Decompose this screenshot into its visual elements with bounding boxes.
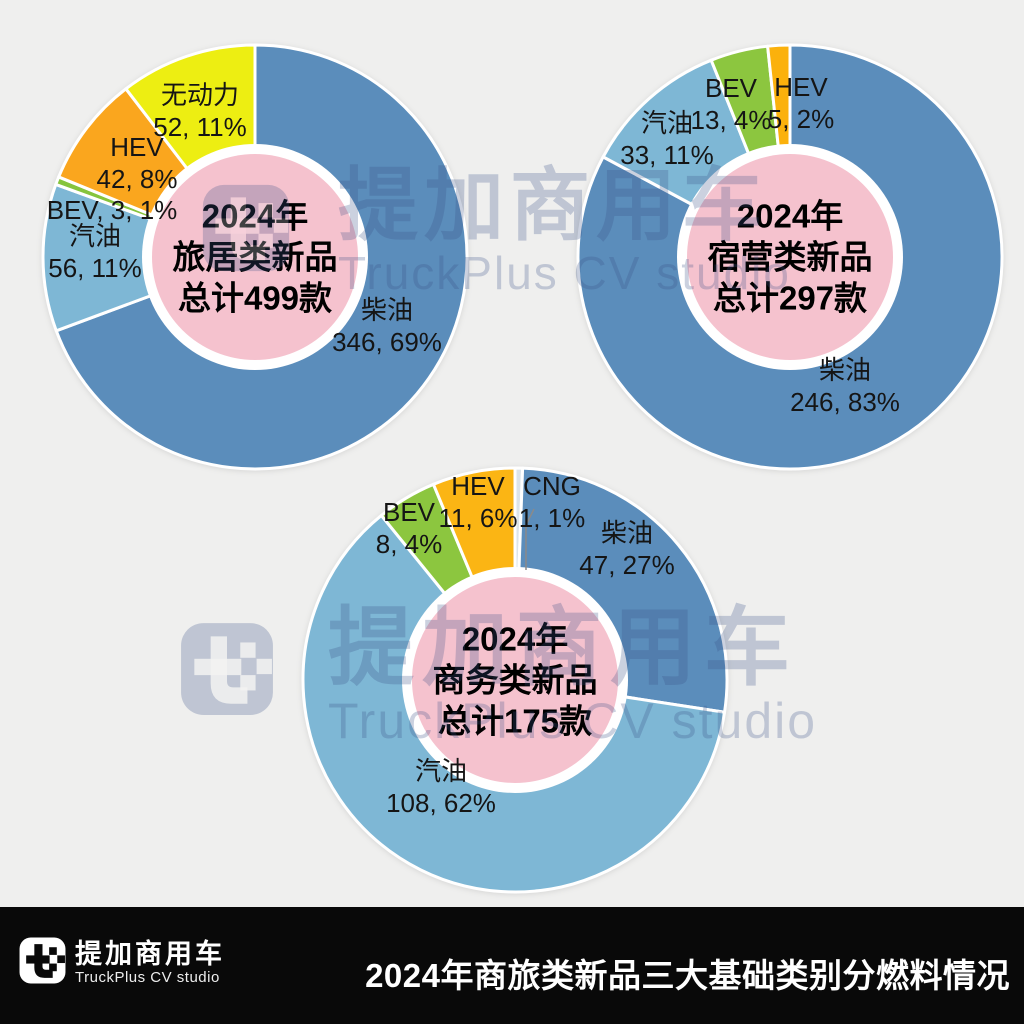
slice-label-BEV: BEV, 3, 1% xyxy=(47,194,178,226)
t-logo-glyph xyxy=(19,937,66,984)
donut-center-disc xyxy=(412,577,618,783)
slice-label-line: BEV xyxy=(382,497,436,527)
slice-label-柴油: 柴油 47, 27% xyxy=(579,517,674,581)
slice-label-line: CNG xyxy=(523,471,581,501)
center-title-line: 总计297款 xyxy=(712,279,868,317)
donut-chart-business: 2024年 商务类新品 总计175款 CNG 1, 1% 柴油 47, 27% 汽油 108, … xyxy=(298,463,732,897)
slice-label-汽油: 汽油 108, 62% xyxy=(386,755,496,819)
center-title-line: 总计175款 xyxy=(437,702,593,740)
donut-chart-camping: 2024年 宿营类新品 总计297款 柴油 246, 83% 汽油 33, 11% BEV 13… xyxy=(573,40,1007,474)
center-title-line: 2024年 xyxy=(461,620,569,658)
donut-center-disc xyxy=(687,154,893,360)
slice-label-汽油: 汽油 33, 11% xyxy=(620,107,713,171)
slice-label-line: 汽油 xyxy=(640,108,694,138)
slice-label-line: 47, 27% xyxy=(579,550,675,580)
slice-label-HEV: HEV 11, 6% xyxy=(438,470,517,534)
slice-label-line: HEV xyxy=(774,72,828,102)
footer-logo: 提加商用车 TruckPlus CV studio xyxy=(18,935,225,991)
slice-label-CNG: CNG 1, 1% xyxy=(519,470,586,534)
slice-label-line: 柴油 xyxy=(360,295,413,325)
slice-label-line: 42, 8% xyxy=(96,164,178,194)
donut-center-title: 2024年 商务类新品 总计175款 xyxy=(433,619,598,742)
center-title-line: 2024年 xyxy=(201,197,309,235)
slice-label-柴油: 柴油 246, 83% xyxy=(790,354,900,418)
slice-label-line: 无动力 xyxy=(160,80,240,110)
slice-label-line: 56, 11% xyxy=(48,253,142,283)
slice-label-line: 8, 4% xyxy=(375,529,443,559)
slice-label-line: BEV xyxy=(704,73,758,103)
slice-label-line: 汽油 xyxy=(414,756,467,786)
slice-label-line: 汽油 xyxy=(68,221,122,251)
slice-label-line: 5, 2% xyxy=(767,104,835,134)
footer-bar: 提加商用车 TruckPlus CV studio 2024年商旅类新品三大基础… xyxy=(0,907,1024,1024)
slice-label-line: 13, 4% xyxy=(690,105,772,135)
truckplus-logo-icon xyxy=(18,935,67,991)
center-title-line: 旅居类新品 xyxy=(172,238,338,276)
center-title-line: 商务类新品 xyxy=(432,661,598,699)
slice-label-柴油: 柴油 346, 69% xyxy=(332,294,442,358)
slice-label-汽油: 汽油 56, 11% xyxy=(48,220,141,284)
slice-label-line: BEV, 3, 1% xyxy=(46,195,178,225)
center-title-line: 总计499款 xyxy=(177,279,333,317)
donut-svg xyxy=(576,43,1004,471)
donut-svg xyxy=(41,43,469,471)
slice-label-无动力: 无动力 52, 11% xyxy=(153,79,246,143)
slice-label-line: 柴油 xyxy=(818,355,871,385)
truckplus-logo-icon xyxy=(178,606,276,737)
donut-svg xyxy=(301,466,729,894)
slice-label-line: 1, 1% xyxy=(518,503,586,533)
slice-label-line: 246, 83% xyxy=(790,387,900,417)
footer-brand-subtext: TruckPlus CV studio xyxy=(75,969,220,986)
slice-label-BEV: BEV 13, 4% xyxy=(691,72,772,136)
slice-label-HEV: HEV 5, 2% xyxy=(768,71,835,135)
center-title-line: 宿营类新品 xyxy=(707,238,873,276)
slice-label-BEV: BEV 8, 4% xyxy=(376,496,443,560)
slice-label-HEV: HEV 42, 8% xyxy=(97,131,178,195)
slice-label-line: HEV xyxy=(110,132,164,162)
slice-label-line: 108, 62% xyxy=(386,788,496,818)
footer-brand-text: 提加商用车 xyxy=(75,939,225,969)
donut-center-disc xyxy=(152,154,358,360)
cng-leader-line xyxy=(525,508,535,570)
chart-main-title: 2024年商旅类新品三大基础类别分燃料情况 xyxy=(365,957,1010,994)
slice-label-line: 柴油 xyxy=(600,518,653,548)
t-logo-glyph xyxy=(181,623,273,715)
slice-label-line: 11, 6% xyxy=(438,503,518,533)
slice-label-line: HEV xyxy=(451,471,505,501)
slice-label-line: 33, 11% xyxy=(620,140,714,170)
donut-center-title: 2024年 旅居类新品 总计499款 xyxy=(173,196,338,319)
center-title-line: 2024年 xyxy=(736,197,844,235)
donut-center-title: 2024年 宿营类新品 总计297款 xyxy=(708,196,873,319)
donut-chart-rv: 2024年 旅居类新品 总计499款 柴油 346, 69% 汽油 56, 11% BEV, … xyxy=(38,40,472,474)
slice-label-line: 52, 11% xyxy=(153,112,247,142)
slice-label-line: 346, 69% xyxy=(332,327,442,357)
